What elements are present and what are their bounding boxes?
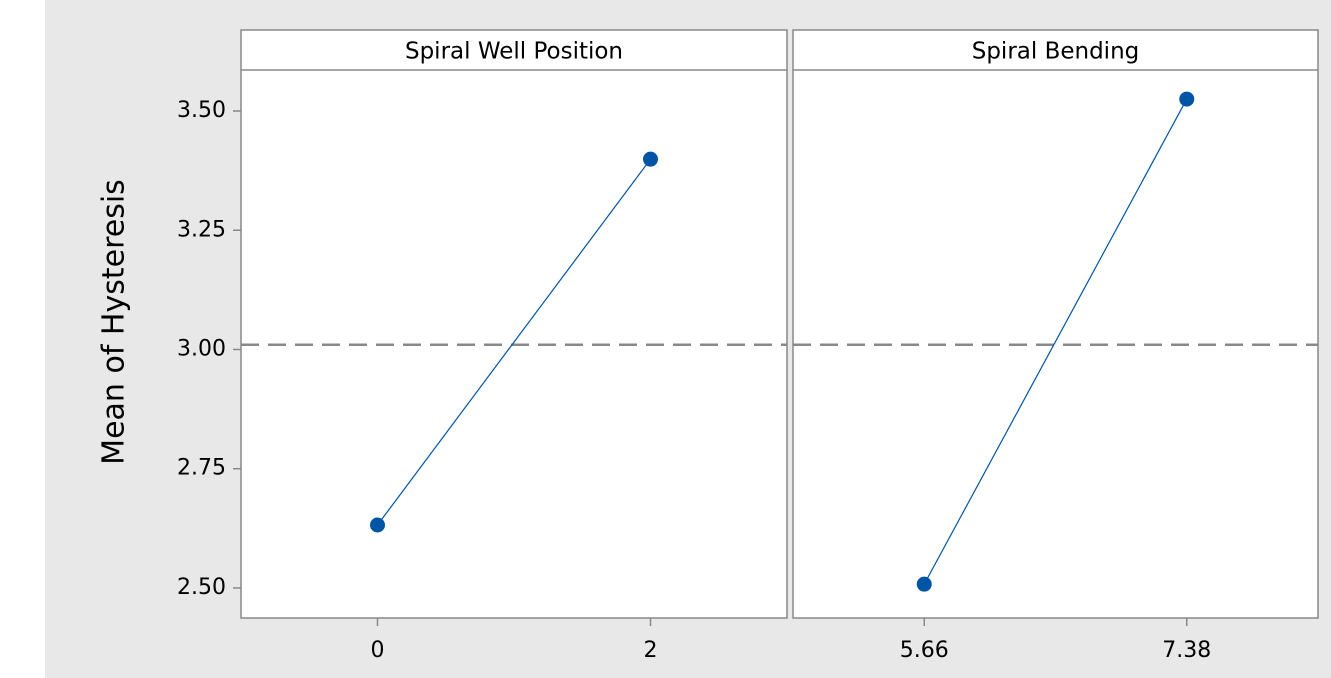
y-tick-label: 3.00 bbox=[177, 336, 226, 361]
data-point bbox=[643, 151, 658, 167]
y-tick-label: 3.25 bbox=[177, 217, 226, 242]
y-axis-label: Mean of Hysteresis bbox=[97, 179, 132, 465]
data-point bbox=[1179, 91, 1195, 107]
plot-area bbox=[792, 29, 1319, 619]
panel-title: Spiral Bending bbox=[972, 39, 1140, 65]
panel-title: Spiral Well Position bbox=[405, 39, 623, 65]
x-tick-label: 5.66 bbox=[900, 638, 949, 663]
x-tick-label: 0 bbox=[371, 638, 385, 663]
series-line bbox=[923, 98, 1188, 585]
x-tick-label: 2 bbox=[644, 638, 658, 663]
x-tick-label: 7.38 bbox=[1162, 638, 1211, 663]
plot-area bbox=[240, 29, 788, 619]
y-tick-label: 3.50 bbox=[177, 98, 226, 123]
data-point bbox=[370, 517, 385, 533]
y-tick-label: 2.50 bbox=[177, 575, 226, 600]
data-point bbox=[916, 576, 932, 592]
series-line bbox=[377, 158, 651, 526]
y-tick-label: 2.75 bbox=[177, 456, 226, 481]
